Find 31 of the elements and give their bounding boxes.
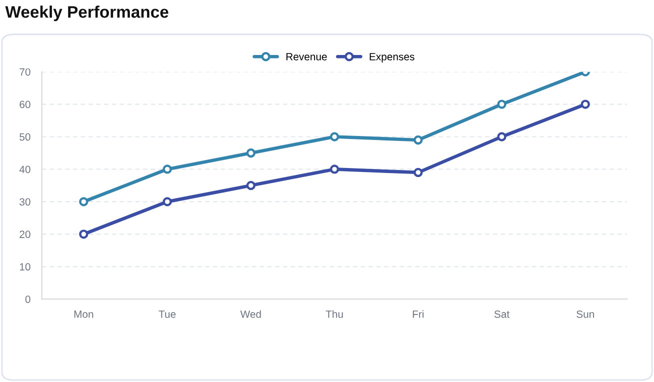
y-tick-label: 30	[20, 198, 30, 206]
y-tick-label: 50	[20, 133, 30, 141]
point	[330, 132, 340, 142]
y-tick-label: 70	[20, 68, 30, 76]
point	[497, 132, 506, 142]
x-tick-label: Fri	[412, 310, 424, 318]
point	[330, 164, 340, 174]
y-tick-label: 0	[25, 296, 30, 303]
point	[414, 168, 423, 178]
y-tick-label: 60	[20, 100, 30, 108]
x-tick-label: Sat	[494, 310, 510, 318]
point	[79, 197, 88, 206]
y-tick-label: 10	[20, 263, 30, 271]
x-tick-label: Wed	[240, 310, 261, 318]
legend-label: Expenses	[370, 53, 414, 62]
point	[246, 180, 256, 190]
x-tick-label: Tue	[158, 310, 176, 318]
x-tick-label: Thu	[326, 310, 343, 318]
y-tick-label: 40	[19, 166, 30, 174]
y-tick-label: 20	[20, 230, 30, 238]
point	[580, 100, 590, 109]
point	[246, 148, 256, 158]
point	[162, 164, 172, 174]
point	[414, 135, 423, 145]
x-tick-label: Sun	[576, 310, 594, 318]
point	[497, 100, 506, 109]
x-tick-label: Mon	[74, 310, 94, 318]
point	[79, 230, 88, 239]
chart-title: Weekly Performance	[5, 6, 168, 22]
point	[162, 197, 172, 206]
legend-label: Revenue	[286, 53, 327, 60]
